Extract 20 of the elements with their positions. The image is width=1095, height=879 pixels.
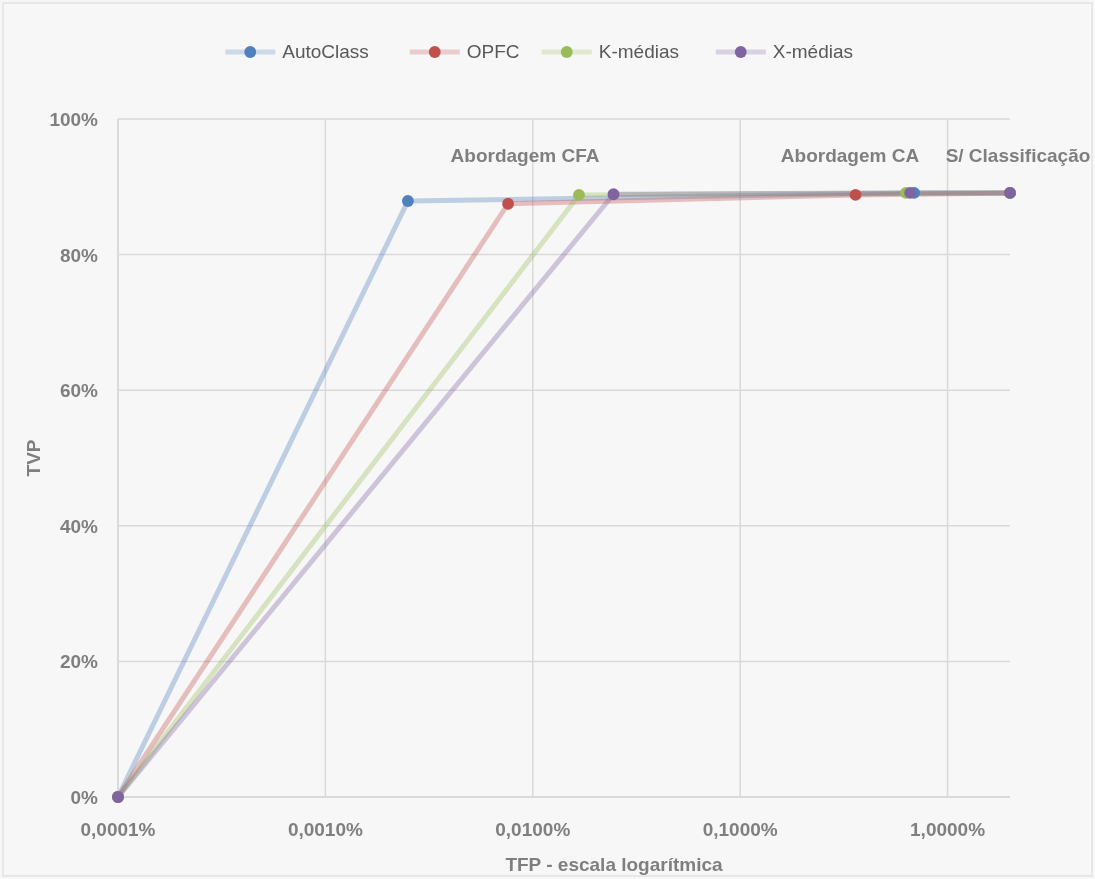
y-tick-label: 80% [59, 244, 99, 266]
y-tick-label: 0% [70, 787, 99, 808]
y-tick-label: 100% [49, 109, 99, 130]
annotation: Abordagem CFA [450, 145, 600, 166]
legend-label: OPFC [466, 41, 520, 62]
y-tick-label: 60% [59, 380, 99, 402]
x-tick-label: 0,0001% [80, 819, 156, 840]
legend-label: K-médias [598, 41, 679, 62]
x-tick-label: 0,0100% [495, 819, 571, 840]
x-tick-label: 0,0010% [287, 819, 363, 840]
annotation: S/ Classificação [945, 145, 1091, 166]
legend-label: AutoClass [282, 41, 369, 62]
x-axis-title: TFP - escala logarítmica [505, 854, 724, 875]
y-tick-label: 20% [59, 651, 99, 673]
y-axis-title: TVP [23, 439, 44, 477]
annotation: Abordagem CA [780, 145, 920, 166]
legend-label: X-médias [772, 41, 853, 62]
x-tick-label: 0,1000% [702, 819, 778, 840]
y-tick-label: 40% [59, 515, 99, 537]
x-tick-label: 1,0000% [910, 819, 986, 840]
